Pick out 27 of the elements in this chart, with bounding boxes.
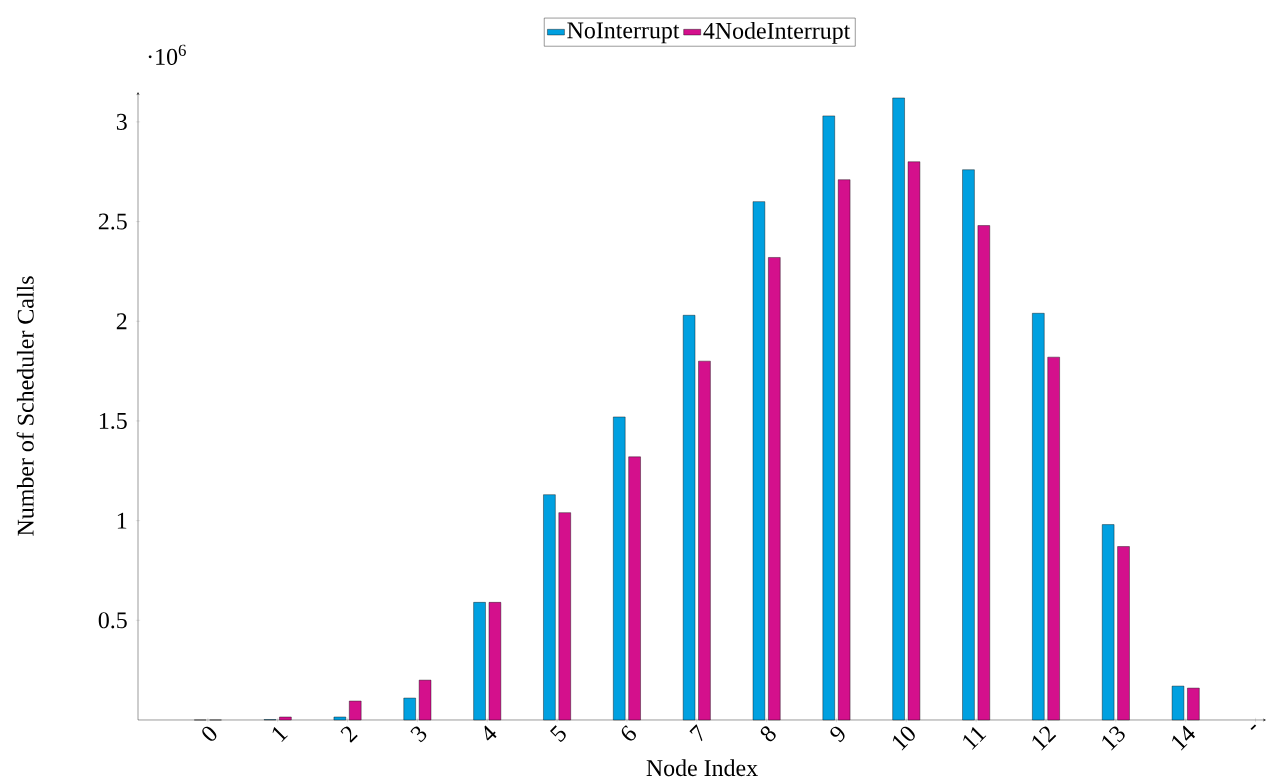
x-tick-label: 7 (689, 724, 703, 742)
legend-label: 4NodeInterrupt (703, 22, 851, 44)
y-tick-label: 0.5 (98, 612, 127, 629)
legend-label: NoInterrupt (567, 22, 680, 44)
y-tick-label: 2.5 (98, 213, 127, 230)
x-tick-label: 5 (549, 725, 566, 743)
x-tick-label: 4 (484, 725, 497, 741)
x-tick-label: 0 (202, 726, 217, 741)
x-tick-label: 11 (963, 727, 987, 750)
y-tick-label: 3 (116, 113, 127, 130)
x-tick-label: 6 (621, 725, 636, 741)
x-tick-label: 9 (830, 726, 845, 743)
x-tick-label: 12 (1032, 726, 1057, 751)
x-tick-label: 3 (410, 726, 427, 743)
y-axis-title: Number of Scheduler Calls (16, 276, 34, 536)
x-tick-label: - (1250, 724, 1257, 731)
x-tick-label: 2 (340, 726, 358, 743)
x-tick-label: 1 (272, 727, 288, 742)
y-tick-label: 2 (116, 313, 127, 330)
x-tick-label: 10 (892, 726, 915, 751)
x-tick-label: 14 (1172, 725, 1196, 751)
x-axis-title: Node Index (646, 759, 758, 777)
x-tick-label: 13 (1102, 726, 1125, 751)
x-tick-label: 8 (760, 726, 776, 742)
text: ·10$^{6}$ (148, 44, 186, 65)
y-tick-label: 1.5 (99, 412, 127, 429)
y-tick-label: 1 (117, 512, 127, 529)
